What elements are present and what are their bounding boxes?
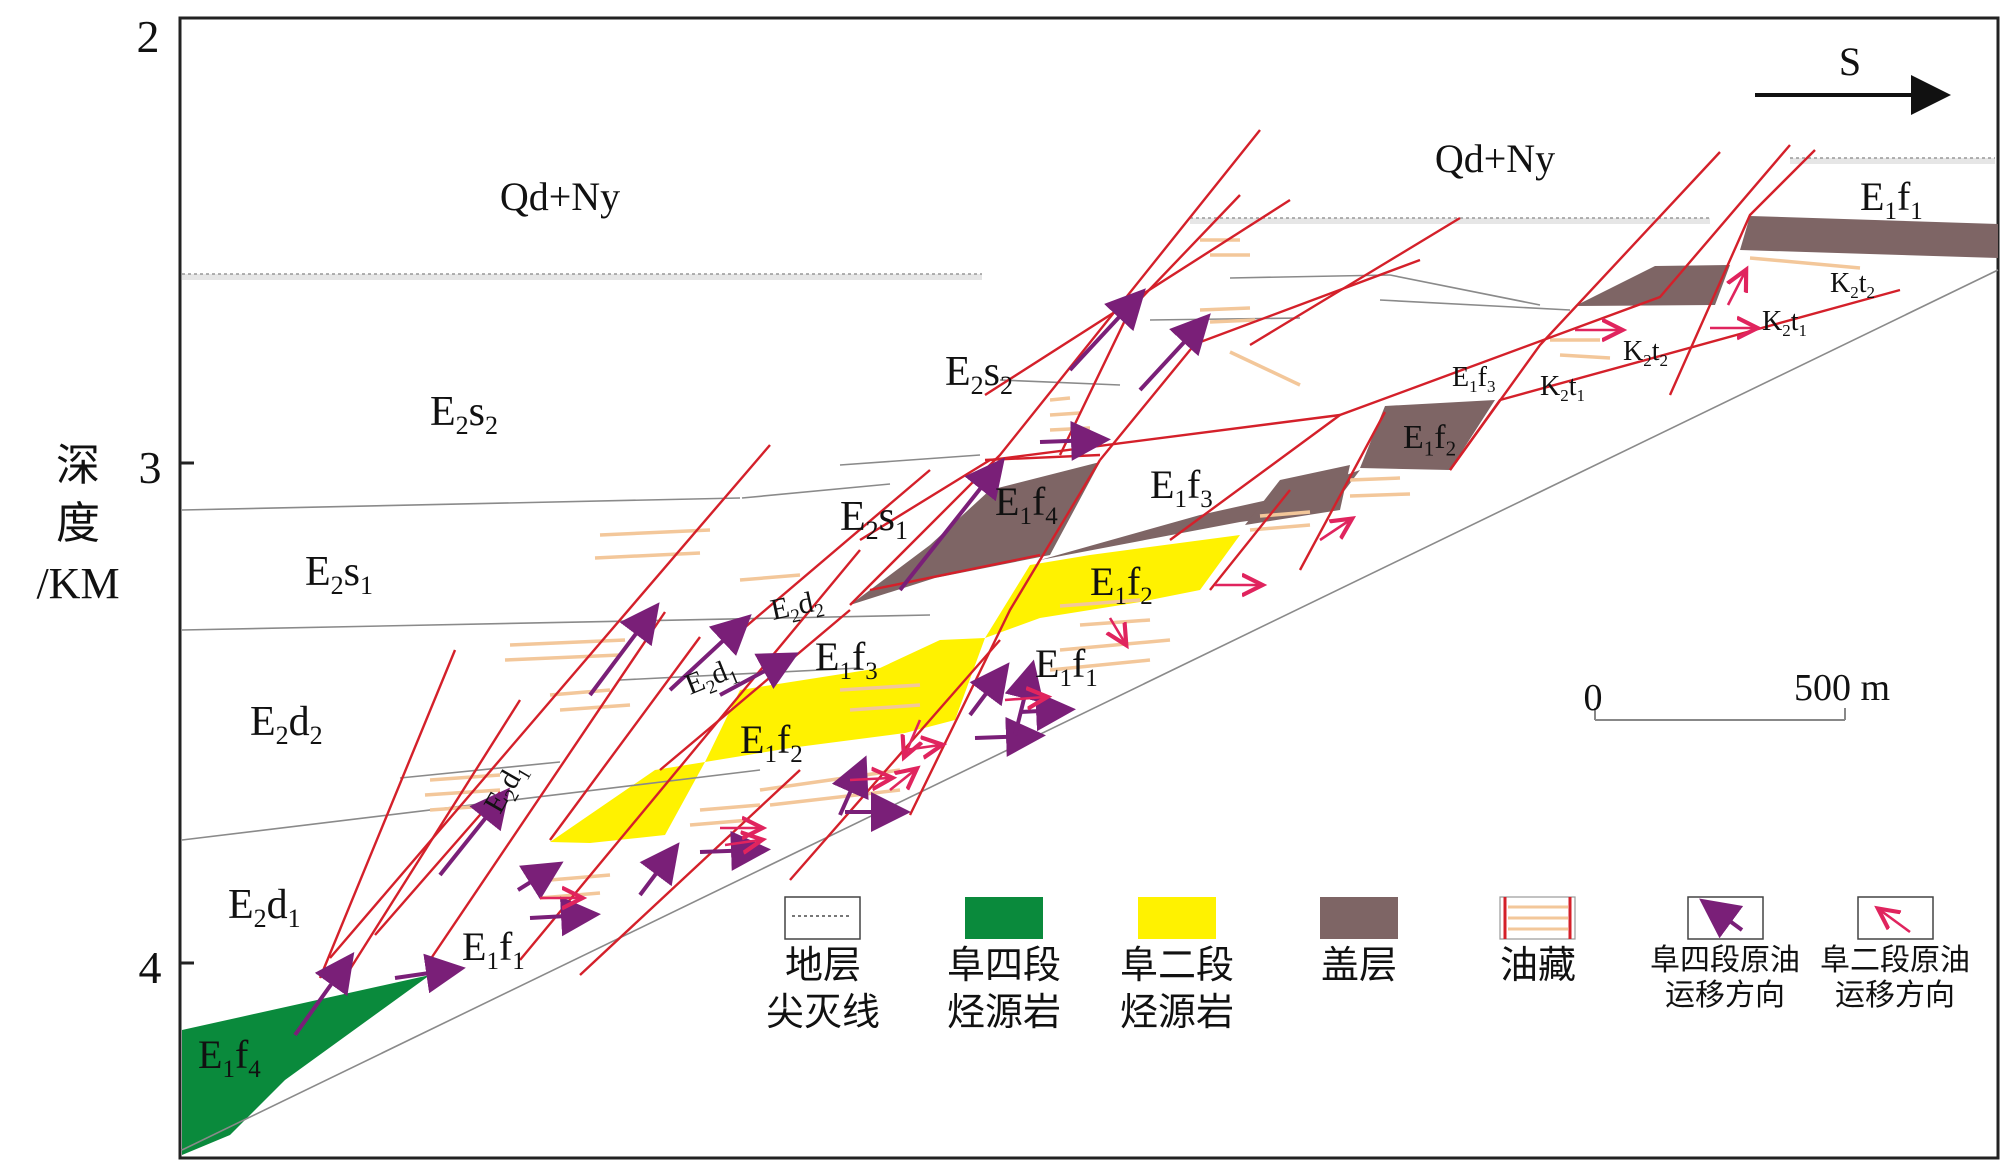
stratum-label-e2s2-left: E2s2 xyxy=(430,389,498,440)
stratum-label-e1f3-mid: E1f3 xyxy=(1150,462,1213,513)
legend-pinchout xyxy=(784,896,861,940)
fu4-migration-arrows xyxy=(293,288,1211,1037)
stratum-labels: E2s2 E2s2 E2s1 E2s1 E2d2 E2d1 E1f4 E1f4 E1f1 E1f1… xyxy=(198,174,1923,1083)
stratum-label-e1f2-mid: E1f2 xyxy=(1090,559,1153,610)
scale-start-label: 0 xyxy=(1584,677,1603,719)
stratum-label-e1f2-right: E1f2 xyxy=(1403,419,1456,460)
tick-label-3: 3 xyxy=(139,442,162,493)
legend-fu4-migration-label-1: 阜四段原油 xyxy=(1650,943,1800,978)
legend-fu2-source-label-2: 烃源岩 xyxy=(1120,990,1234,1034)
stratum-label-e2s2-mid: E2s2 xyxy=(945,349,1013,400)
stratum-label-e1f3-right: E1f3 xyxy=(1452,362,1495,396)
axis-title-line1: 深 xyxy=(56,440,100,491)
label-qd-ny-right: Qd+Ny xyxy=(1435,136,1555,181)
legend-fu2-swatch xyxy=(1138,897,1216,939)
stratum-label-k2t1-b: K2t1 xyxy=(1762,306,1807,340)
fu2-migration-arrows xyxy=(540,272,1755,898)
fu4-source-rock xyxy=(182,975,430,1155)
direction-label: S xyxy=(1839,39,1861,84)
stratum-label-e1f3-low: E1f3 xyxy=(815,634,878,685)
scale-bar xyxy=(1594,708,1846,721)
scale-end-label: 500 m xyxy=(1794,667,1890,709)
legend-fu4-source-label-1: 阜四段 xyxy=(947,943,1061,987)
stratum-label-e1f4-green: E1f4 xyxy=(198,1032,261,1083)
legend-fu4-migration-label-2: 运移方向 xyxy=(1665,978,1785,1013)
legend-cap-label-1: 盖层 xyxy=(1321,943,1397,987)
stratum-label-e2d2-left: E2d2 xyxy=(250,699,323,750)
stratum-label-e2s1-left: E2s1 xyxy=(305,549,373,600)
legend-fu4-source-label-2: 烃源岩 xyxy=(947,990,1061,1034)
stratum-label-e1f2-low: E1f2 xyxy=(740,717,803,768)
legend-pinchout-label-1: 地层 xyxy=(785,943,861,987)
stratum-label-e1f1-mid: E1f1 xyxy=(1035,641,1098,692)
legend-reservoir-label-1: 油藏 xyxy=(1500,943,1576,987)
legend-cap-swatch xyxy=(1320,897,1398,939)
legend-fu2-migration-swatch xyxy=(1857,896,1934,940)
stratum-label-e2s1-mid: E2s1 xyxy=(840,494,908,545)
legend-fu2-migration-label-1: 阜二段原油 xyxy=(1820,943,1970,978)
legend-pinchout-label-2: 尖灭线 xyxy=(766,990,880,1034)
pinchout-line xyxy=(182,157,1995,280)
stratum-label-k2t2-b: K2t2 xyxy=(1830,268,1875,302)
axis-title-line3: /KM xyxy=(36,559,119,608)
label-qd-ny-left: Qd+Ny xyxy=(500,174,620,219)
legend-fu2-migration-label-2: 运移方向 xyxy=(1835,978,1955,1013)
axis-title-line2: 度 xyxy=(56,498,100,549)
legend-fu4-swatch xyxy=(965,897,1043,939)
depth-axis xyxy=(180,461,194,965)
stratum-label-e2d1-left: E2d1 xyxy=(228,882,301,933)
stratum-label-e1f4-mid: E1f4 xyxy=(995,479,1058,530)
stratum-label-e1f1-right: E1f1 xyxy=(1860,174,1923,225)
faults xyxy=(318,129,1901,986)
stratum-label-e1f1-low: E1f1 xyxy=(462,924,525,975)
legend-fu2-source-label-1: 阜二段 xyxy=(1120,943,1234,987)
legend-reservoir-swatch xyxy=(1499,896,1576,940)
stratum-label-k2t1-a: K2t1 xyxy=(1540,371,1585,405)
stratum-label-k2t2-a: K2t2 xyxy=(1623,336,1668,370)
tick-label-2: 2 xyxy=(137,11,160,62)
tick-label-4: 4 xyxy=(139,942,162,993)
legend-fu4-migration-swatch xyxy=(1687,896,1764,940)
